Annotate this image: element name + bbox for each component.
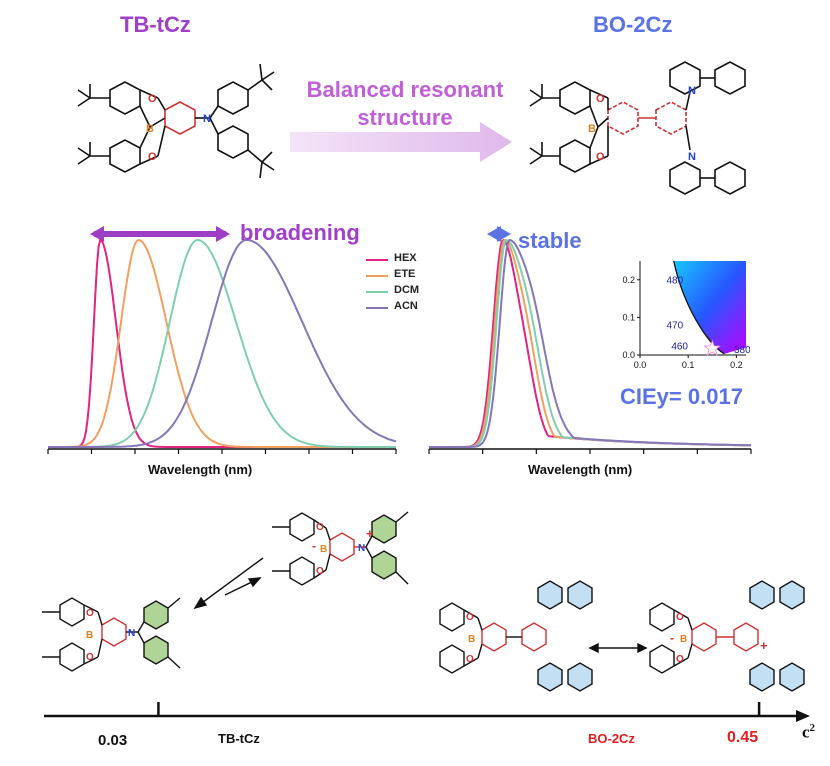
arrow-text-line2: structure xyxy=(357,105,453,130)
cie-y-tick-label: 0.0 xyxy=(622,350,635,360)
annotation-arrow-head-right xyxy=(216,226,230,242)
c2-axis-arrowhead xyxy=(796,710,810,722)
svg-text:N: N xyxy=(128,628,135,639)
svg-text:N: N xyxy=(688,85,696,97)
svg-text:B: B xyxy=(468,634,475,645)
cie-x-tick-label: 0.0 xyxy=(634,360,647,370)
legend-item-acn: ACN xyxy=(366,300,446,316)
series-line-acn xyxy=(429,238,752,448)
tick1-label: 0.03 xyxy=(98,732,128,749)
spectrum-chart-right xyxy=(428,226,752,454)
spectrum-chart-left xyxy=(47,226,397,454)
svg-text:+: + xyxy=(366,526,374,541)
right-xlabel: Wavelength (nm) xyxy=(528,462,633,477)
annotation-arrow-head-left xyxy=(90,226,104,242)
svg-text:B: B xyxy=(86,630,93,641)
cie-locus-label: 480 xyxy=(667,276,684,287)
bo-2cz-resonance-structures: O O B O O B - + xyxy=(439,580,805,692)
svg-text:B: B xyxy=(146,123,154,135)
axis-symbol: c2 xyxy=(802,722,816,742)
tick2-label: 0.45 xyxy=(727,729,759,746)
bo-2cz-structure: O O B N N xyxy=(529,61,746,195)
resonant-arrow xyxy=(290,122,512,162)
svg-text:O: O xyxy=(148,151,157,163)
svg-text:-: - xyxy=(312,539,316,553)
svg-text:B: B xyxy=(588,123,596,135)
svg-text:O: O xyxy=(86,652,94,663)
svg-text:B: B xyxy=(320,544,327,555)
left-molecule-title: TB-tCz xyxy=(120,12,191,37)
cie-y-tick-label: 0.2 xyxy=(622,275,635,285)
svg-text:O: O xyxy=(466,612,474,623)
svg-text:O: O xyxy=(596,93,605,105)
right-molecule-axis-label: BO-2Cz xyxy=(588,731,635,746)
svg-text:O: O xyxy=(676,654,684,665)
cie-locus xyxy=(673,260,725,355)
left-xlabel: Wavelength (nm) xyxy=(148,462,253,477)
cie-y-tick-label: 0.1 xyxy=(622,312,635,322)
legend-item-dcm: DCM xyxy=(366,284,446,300)
svg-text:O: O xyxy=(466,654,474,665)
svg-text:N: N xyxy=(358,543,365,554)
svg-text:-: - xyxy=(670,631,674,645)
c2-axis xyxy=(44,702,810,722)
cie-locus-label: 470 xyxy=(667,321,684,332)
cie-locus-label: 460 xyxy=(671,341,688,352)
svg-text:N: N xyxy=(203,113,211,125)
arrow-text-line1: Balanced resonant xyxy=(306,77,504,102)
broadening-label: broadening xyxy=(240,220,360,245)
tb-tcz-resonance-structures: O O B N O O B - N + xyxy=(42,511,409,672)
svg-text:N: N xyxy=(688,151,696,163)
legend-item-hex: HEX xyxy=(366,252,446,268)
cie-inset-chart: 0.0 0.1 0.2 0.0 0.1 0.2 480 470 460 380 xyxy=(622,260,750,370)
right-molecule-title: BO-2Cz xyxy=(593,12,673,37)
cie-x-tick-label: 0.1 xyxy=(682,360,695,370)
svg-text:O: O xyxy=(86,608,94,619)
stable-label: stable xyxy=(518,228,582,253)
left-molecule-axis-label: TB-tCz xyxy=(218,731,260,746)
cie-point-star xyxy=(703,339,721,357)
svg-text:O: O xyxy=(676,612,684,623)
svg-text:+: + xyxy=(760,638,768,653)
ciey-label: CIEy= 0.017 xyxy=(620,384,743,409)
svg-text:O: O xyxy=(316,566,324,577)
annotation-arrow-head-right xyxy=(497,226,511,242)
cie-locus-label: 380 xyxy=(734,345,750,356)
series-line-hex xyxy=(48,238,396,448)
cie-gamut-region xyxy=(673,261,746,354)
svg-text:B: B xyxy=(680,634,687,645)
series-line-dcm xyxy=(48,238,396,448)
legend: HEX ETE DCM ACN xyxy=(366,252,446,322)
legend-item-ete: ETE xyxy=(366,268,446,284)
series-line-ete xyxy=(48,238,396,448)
tb-tcz-structure: O O B N xyxy=(77,63,275,179)
svg-text:O: O xyxy=(316,522,324,533)
series-line-acn xyxy=(48,239,397,448)
svg-text:O: O xyxy=(596,151,605,163)
svg-text:O: O xyxy=(148,93,157,105)
cie-x-tick-label: 0.2 xyxy=(730,360,743,370)
